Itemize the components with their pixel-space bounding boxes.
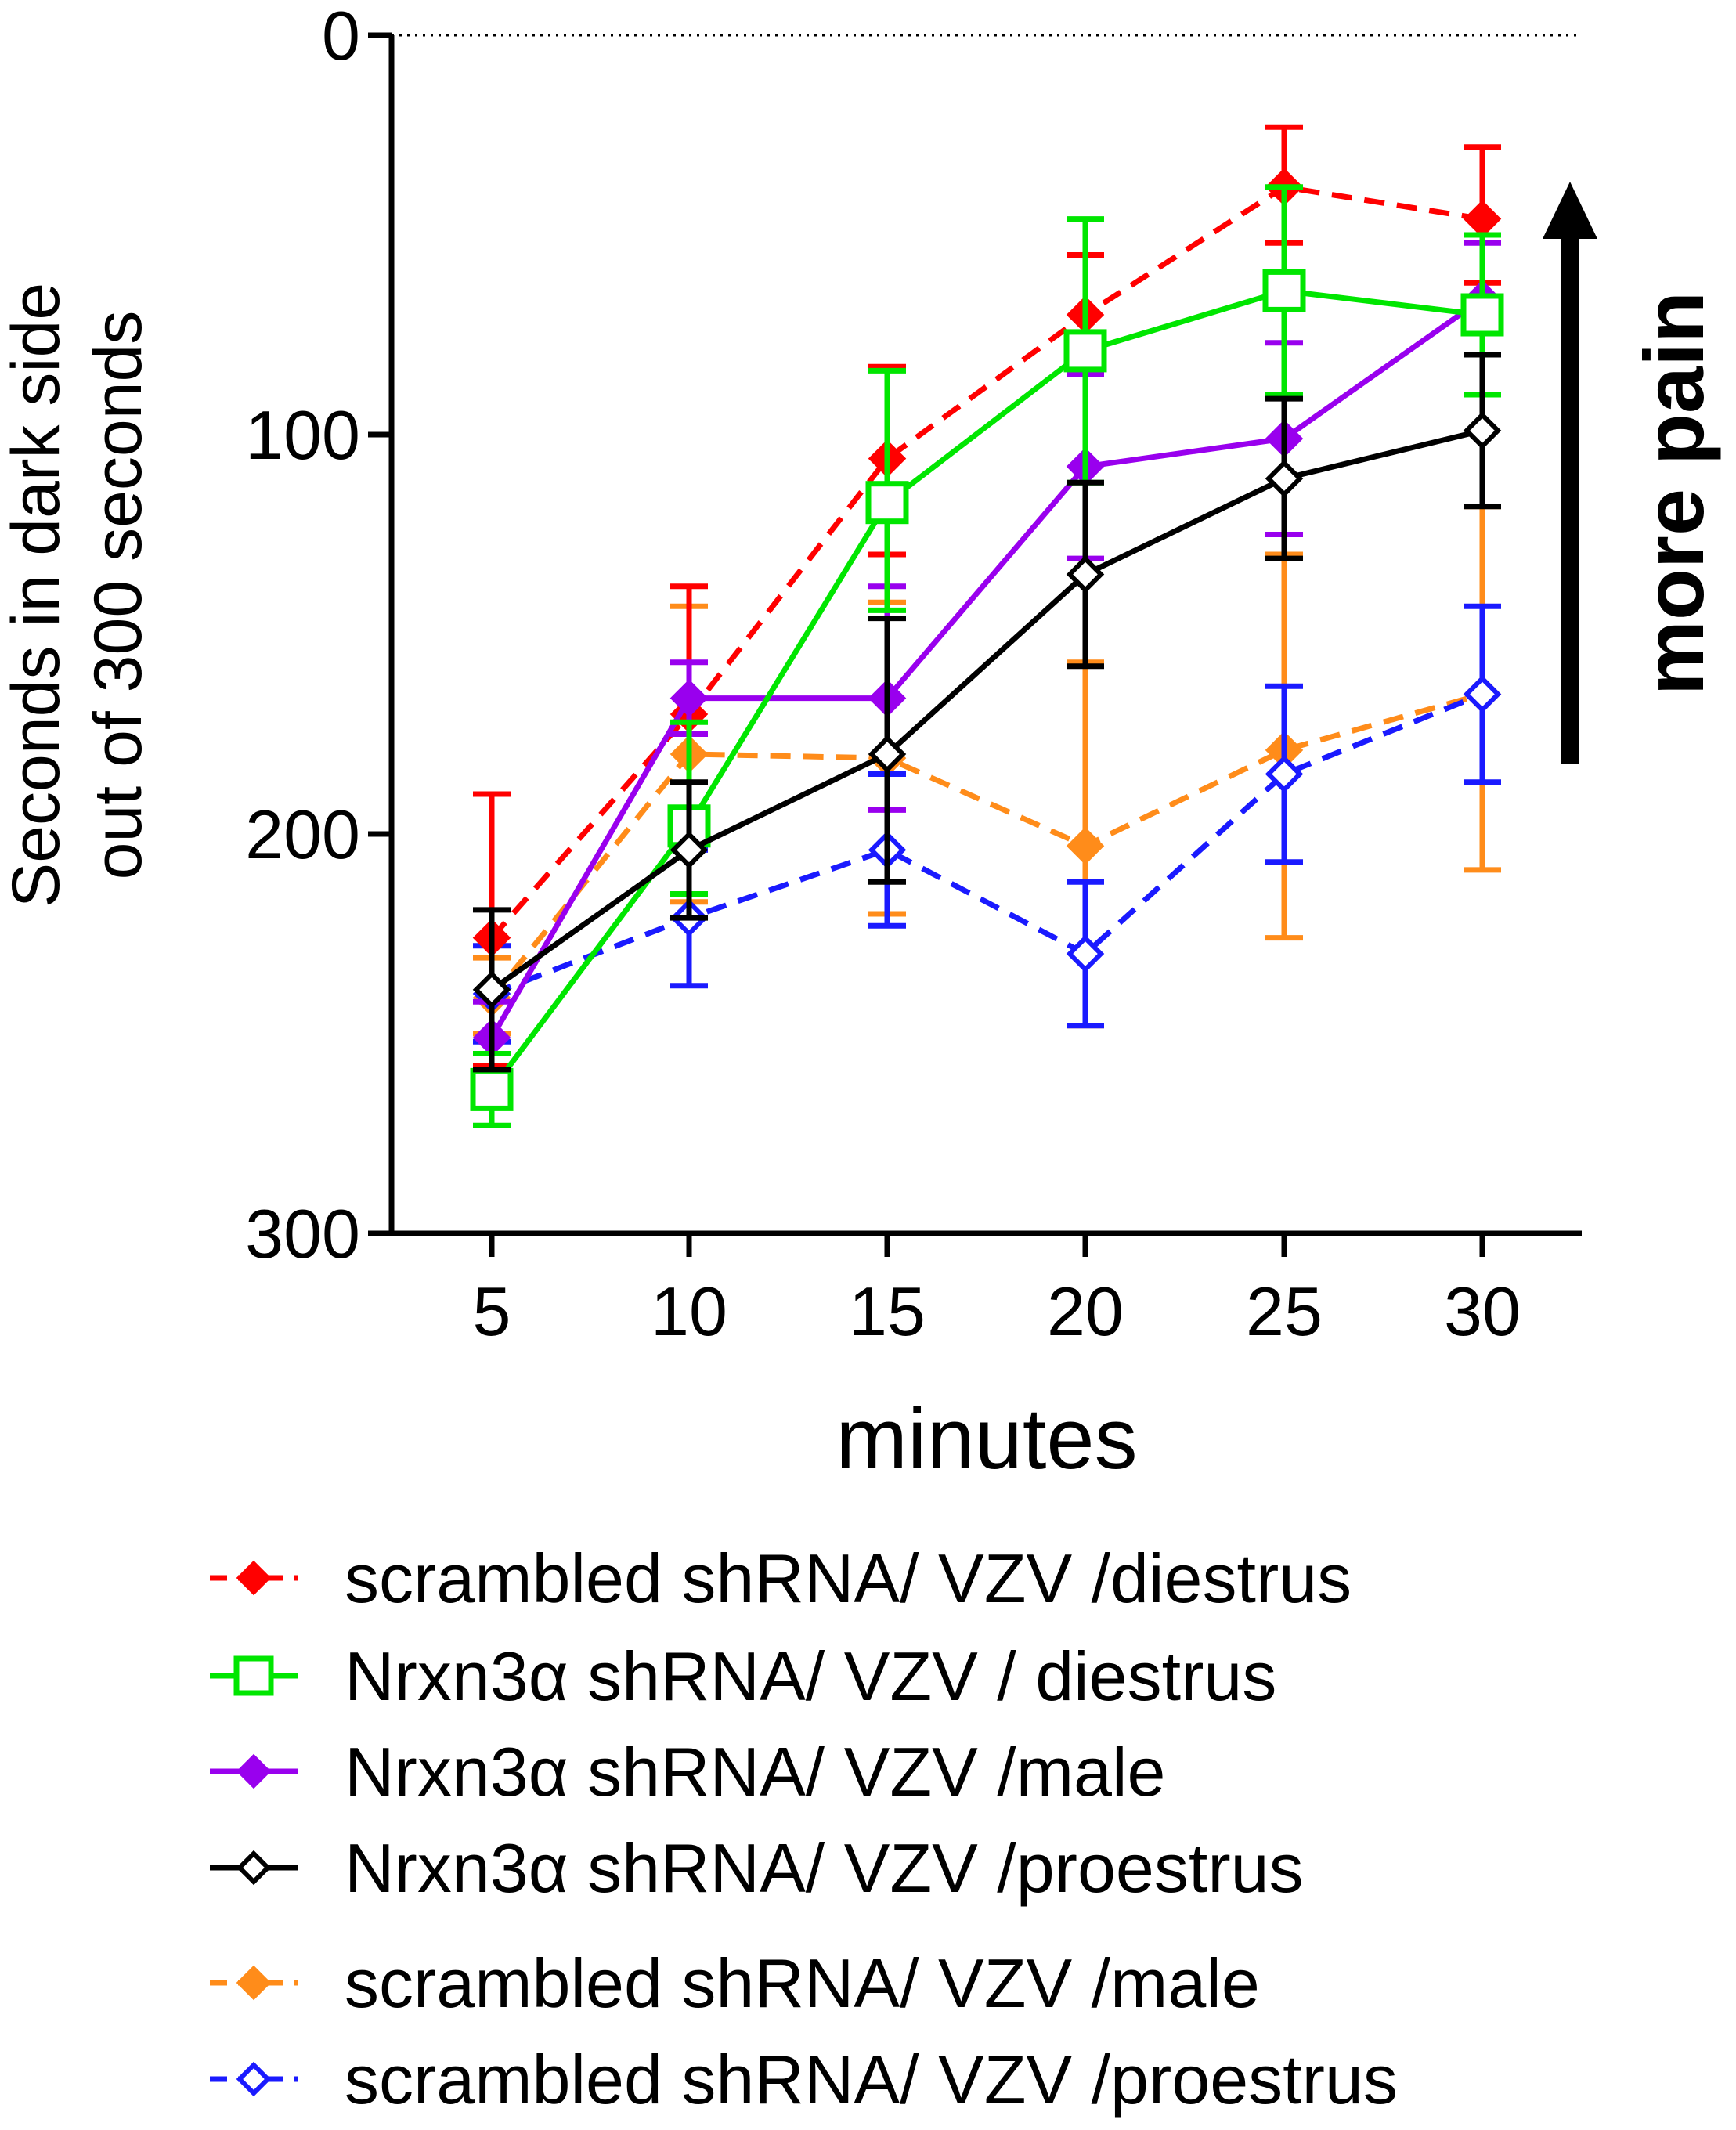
x-tick-label: 30 xyxy=(1444,1273,1521,1350)
data-point xyxy=(1463,675,1502,713)
data-point xyxy=(1262,269,1306,312)
x-tick-label: 20 xyxy=(1047,1273,1124,1350)
legend-swatch-marker xyxy=(233,1655,274,1696)
y-tick-label: 200 xyxy=(245,796,360,873)
legend-entry-2: Nrxn3α shRNA/ VZV /male xyxy=(210,1733,1165,1810)
legend-label: Nrxn3α shRNA/ VZV / diestrus xyxy=(345,1637,1276,1715)
legend-label: scrambled shRNA/ VZV /male xyxy=(345,1944,1260,2022)
data-point xyxy=(470,1067,514,1111)
data-point xyxy=(1463,200,1502,238)
series-1 xyxy=(470,184,1504,1128)
series-3 xyxy=(472,352,1502,1073)
x-tick-label: 5 xyxy=(473,1273,511,1350)
data-point xyxy=(1265,459,1304,498)
series-line xyxy=(489,184,1483,940)
data-point xyxy=(1063,329,1107,373)
legend-swatch-marker xyxy=(236,1560,272,1596)
legend-label: Nrxn3α shRNA/ VZV /male xyxy=(345,1733,1165,1810)
data-point xyxy=(1460,293,1504,337)
y-tick-label: 100 xyxy=(245,396,360,474)
x-tick-label: 25 xyxy=(1246,1273,1323,1350)
data-point xyxy=(1066,827,1105,865)
data-point xyxy=(865,481,909,525)
series-line xyxy=(489,287,1483,1092)
data-point xyxy=(868,735,907,774)
data-point xyxy=(1066,934,1105,973)
legend-entry-4: scrambled shRNA/ VZV /male xyxy=(210,1944,1260,2022)
y-tick-label: 300 xyxy=(245,1195,360,1273)
legend-swatch-marker xyxy=(236,2061,272,2097)
legend-swatch-marker xyxy=(236,1850,272,1886)
y-tick-label: 0 xyxy=(322,0,360,74)
x-tick-label: 10 xyxy=(651,1273,727,1350)
data-point xyxy=(669,679,709,717)
y-axis-title-line2: out of 300 seconds xyxy=(81,311,156,880)
data-point xyxy=(669,831,709,869)
series-line xyxy=(489,428,1483,992)
legend-swatch-marker xyxy=(236,1753,272,1789)
legend-entry-3: Nrxn3α shRNA/ VZV /proestrus xyxy=(210,1829,1304,1907)
legend-entry-0: scrambled shRNA/ VZV /diestrus xyxy=(210,1540,1352,1617)
x-tick-label: 15 xyxy=(849,1273,926,1350)
legend-label: scrambled shRNA/ VZV /diestrus xyxy=(345,1540,1352,1617)
y-axis-title-line1: Seconds in dark side xyxy=(0,283,74,908)
legend-label: Nrxn3α shRNA/ VZV /proestrus xyxy=(345,1829,1304,1907)
legend-entry-1: Nrxn3α shRNA/ VZV / diestrus xyxy=(210,1637,1276,1715)
x-axis-title: minutes xyxy=(836,1391,1137,1487)
legend-label: scrambled shRNA/ VZV /proestrus xyxy=(345,2041,1398,2118)
series-line xyxy=(490,691,1484,997)
data-point xyxy=(1265,755,1304,793)
legend-entry-5: scrambled shRNA/ VZV /proestrus xyxy=(210,2041,1398,2118)
series-5 xyxy=(472,603,1502,1045)
data-point xyxy=(472,970,511,1009)
more-pain-annotation: more pain xyxy=(1626,291,1721,695)
series-line xyxy=(489,691,1483,1000)
series-0 xyxy=(472,124,1502,1069)
series-2 xyxy=(472,240,1502,1077)
data-point xyxy=(1463,411,1502,450)
data-point xyxy=(1066,555,1105,594)
more-pain-arrowhead xyxy=(1543,182,1597,239)
legend-swatch-marker xyxy=(236,1965,272,2001)
series-line xyxy=(489,296,1485,1039)
